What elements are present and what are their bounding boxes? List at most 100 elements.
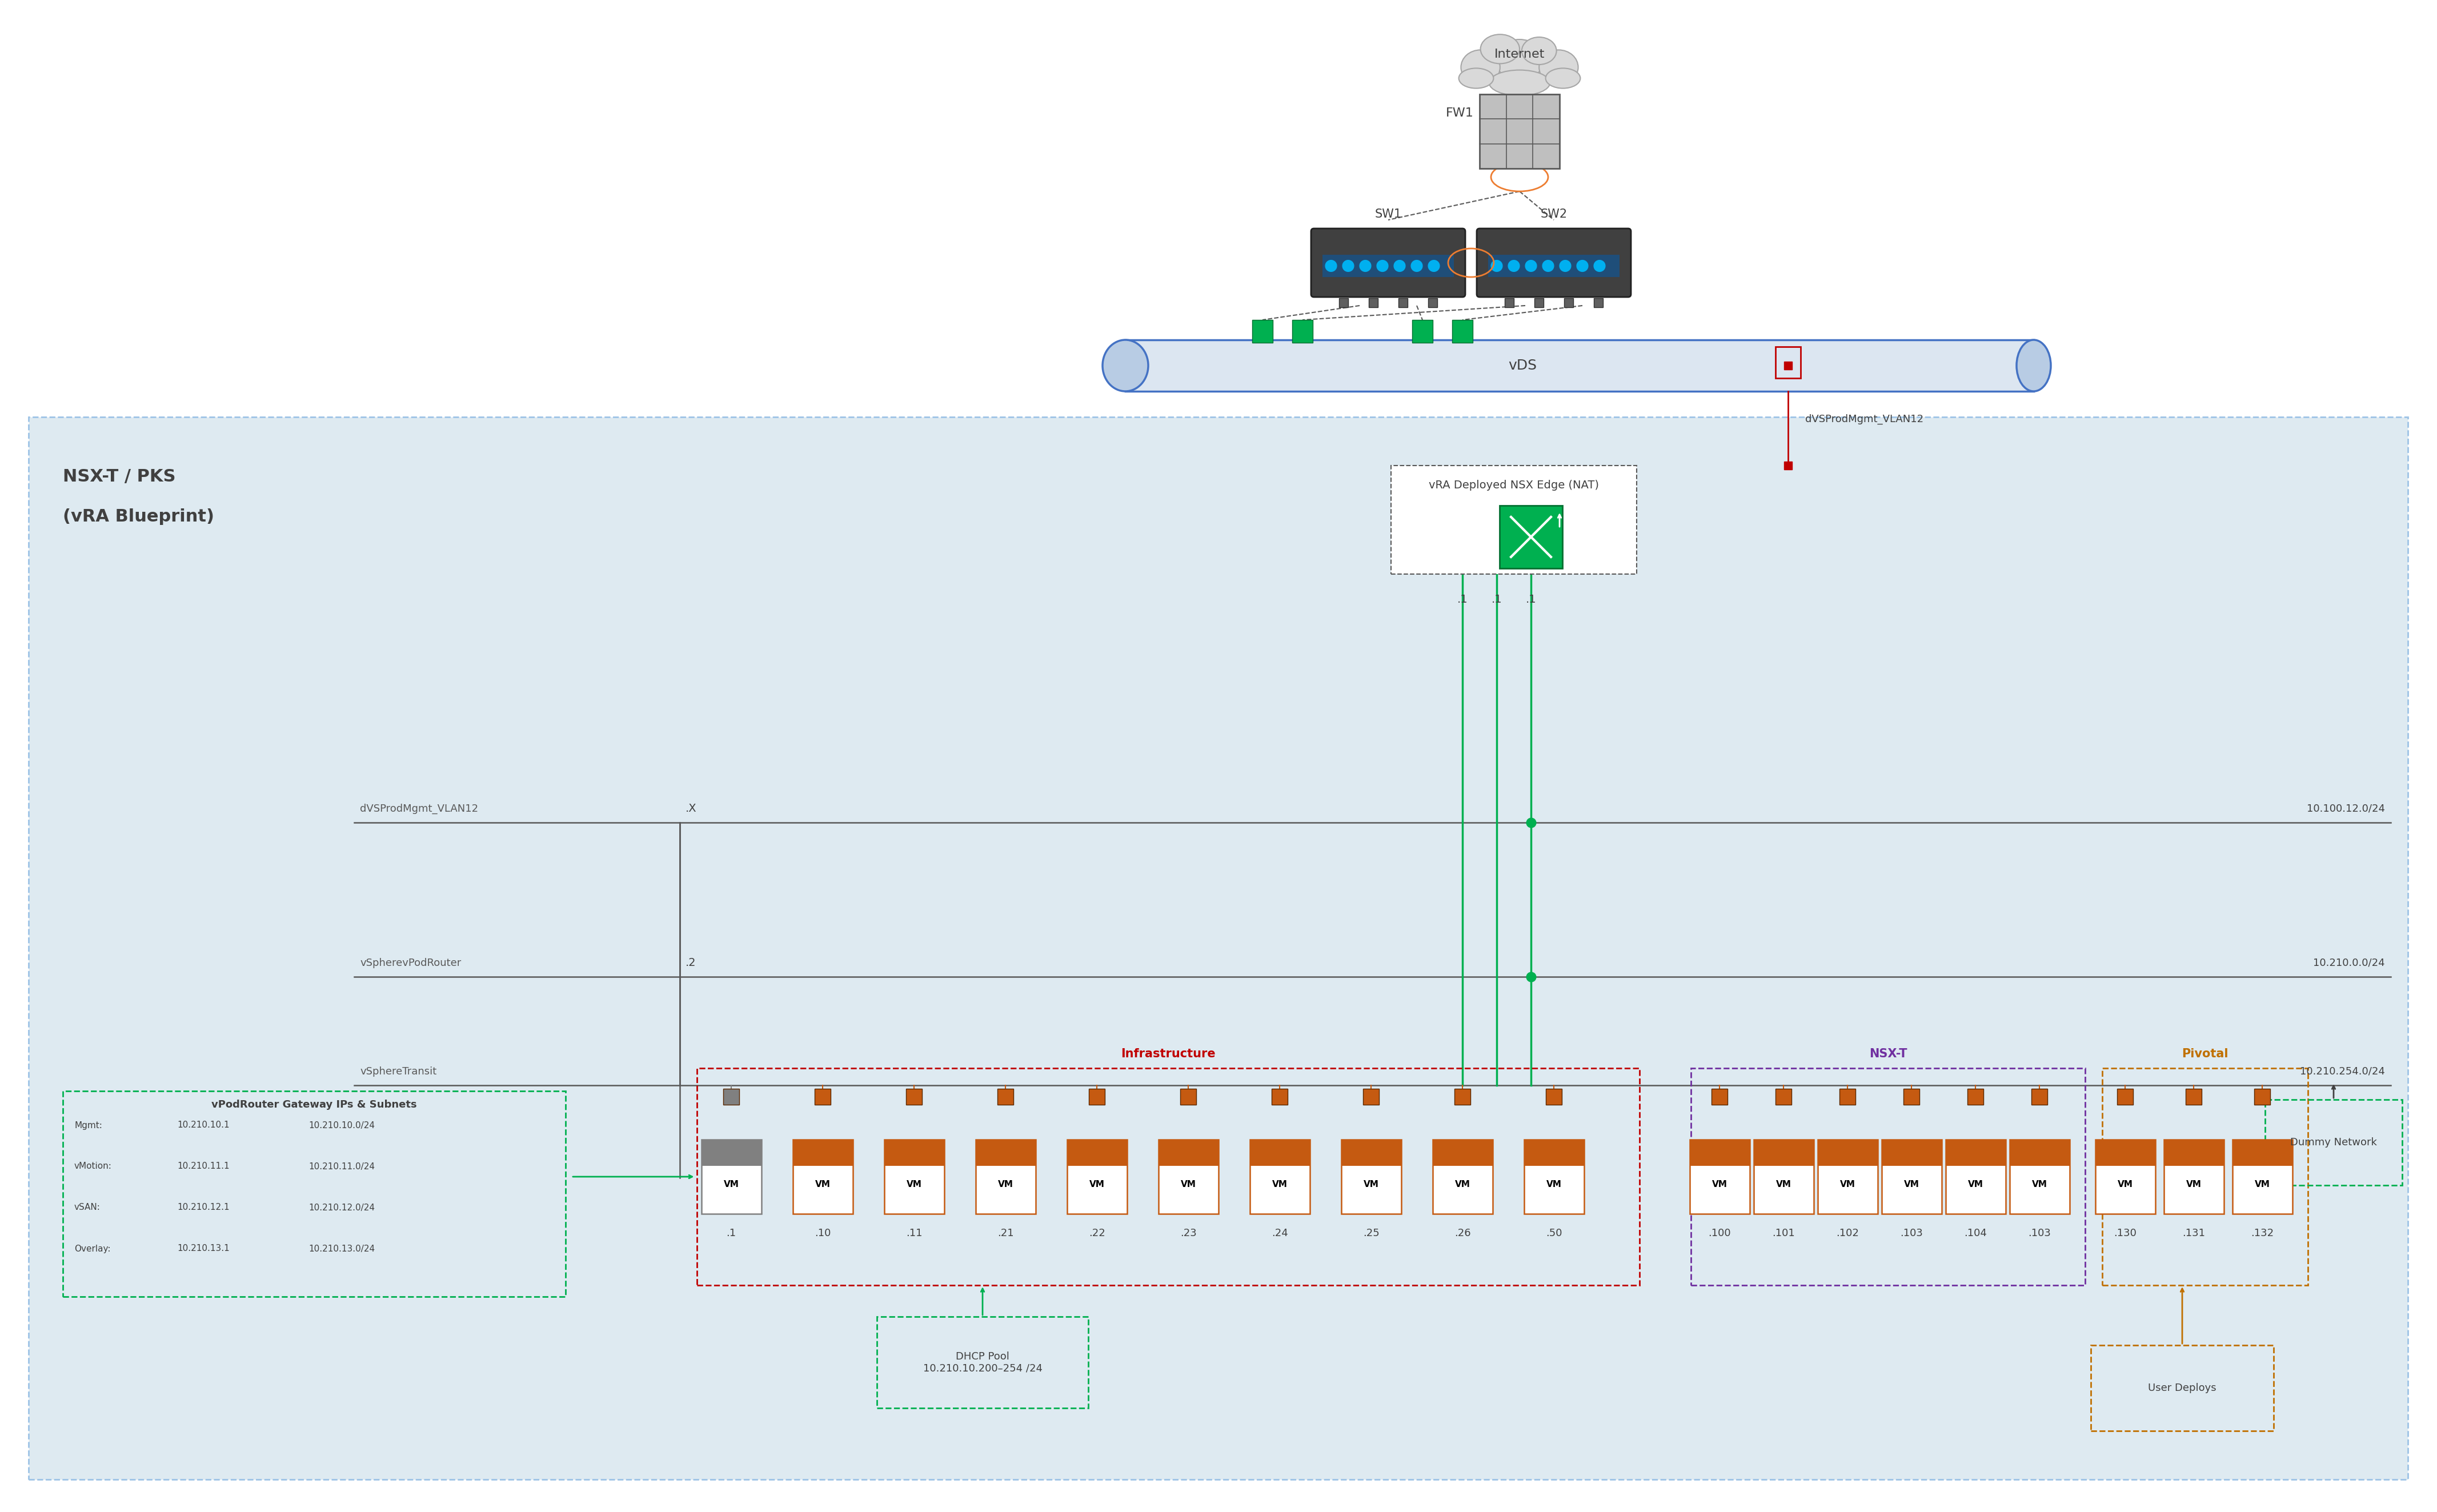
Ellipse shape (1545, 68, 1579, 88)
Circle shape (1509, 260, 1521, 272)
Circle shape (1343, 260, 1355, 272)
Text: VM: VM (814, 1179, 831, 1188)
Text: (vRA Blueprint): (vRA Blueprint) (63, 508, 214, 525)
FancyBboxPatch shape (2011, 1140, 2069, 1166)
FancyBboxPatch shape (1433, 1140, 1491, 1214)
Text: 10.210.12.0/24: 10.210.12.0/24 (309, 1204, 375, 1211)
Text: vMotion:: vMotion: (73, 1163, 112, 1170)
Text: SW1: SW1 (1374, 209, 1401, 219)
Text: .26: .26 (1455, 1228, 1470, 1238)
Text: .101: .101 (1772, 1228, 1794, 1238)
Text: Internet: Internet (1494, 48, 1545, 60)
Ellipse shape (1482, 35, 1521, 64)
Text: NSX-T: NSX-T (1869, 1048, 1908, 1060)
Text: .1: .1 (1457, 594, 1467, 605)
Text: 10.100.12.0/24: 10.100.12.0/24 (2308, 804, 2386, 813)
FancyBboxPatch shape (1479, 94, 1560, 168)
Text: .2: .2 (685, 957, 697, 968)
Ellipse shape (1102, 340, 1148, 392)
FancyBboxPatch shape (1362, 1089, 1379, 1105)
FancyBboxPatch shape (975, 1140, 1036, 1166)
FancyBboxPatch shape (975, 1140, 1036, 1214)
Text: 10.210.13.0/24: 10.210.13.0/24 (309, 1244, 375, 1253)
FancyBboxPatch shape (1755, 1140, 1813, 1166)
FancyBboxPatch shape (1903, 1089, 1920, 1105)
FancyBboxPatch shape (1392, 466, 1638, 575)
Circle shape (1326, 260, 1335, 272)
Ellipse shape (1496, 39, 1543, 80)
Circle shape (1411, 260, 1423, 272)
FancyBboxPatch shape (1126, 340, 2035, 392)
FancyBboxPatch shape (1945, 1140, 2006, 1214)
FancyBboxPatch shape (1777, 346, 1801, 378)
FancyBboxPatch shape (1967, 1089, 1984, 1105)
Text: vSphereTransit: vSphereTransit (361, 1066, 436, 1077)
FancyBboxPatch shape (1323, 254, 1455, 277)
FancyBboxPatch shape (724, 1089, 738, 1105)
Text: .X: .X (685, 803, 697, 813)
Text: SW2: SW2 (1540, 209, 1567, 219)
Text: Dummy Network: Dummy Network (2291, 1137, 2376, 1148)
FancyBboxPatch shape (2232, 1140, 2293, 1166)
FancyBboxPatch shape (885, 1140, 943, 1166)
Text: 10.210.13.1: 10.210.13.1 (178, 1244, 229, 1253)
FancyBboxPatch shape (1523, 1140, 1584, 1166)
FancyBboxPatch shape (1340, 1140, 1401, 1166)
Text: 10.210.0.0/24: 10.210.0.0/24 (2313, 959, 2386, 968)
FancyBboxPatch shape (2096, 1140, 2154, 1214)
Circle shape (1360, 260, 1372, 272)
FancyBboxPatch shape (2164, 1140, 2223, 1166)
Text: .22: .22 (1089, 1228, 1104, 1238)
FancyBboxPatch shape (1545, 1089, 1562, 1105)
Text: FW1: FW1 (1445, 107, 1474, 118)
Ellipse shape (1521, 38, 1557, 65)
Ellipse shape (1460, 68, 1494, 88)
Text: Pivotal: Pivotal (2181, 1048, 2227, 1060)
FancyBboxPatch shape (1158, 1140, 1218, 1214)
FancyBboxPatch shape (1272, 1089, 1287, 1105)
FancyBboxPatch shape (1818, 1140, 1876, 1166)
Text: VM: VM (1089, 1179, 1104, 1188)
FancyBboxPatch shape (1489, 254, 1621, 277)
FancyBboxPatch shape (907, 1089, 921, 1105)
Text: .103: .103 (2028, 1228, 2052, 1238)
FancyBboxPatch shape (1370, 298, 1377, 307)
Text: VM: VM (1840, 1179, 1855, 1188)
FancyBboxPatch shape (1818, 1140, 1876, 1214)
Text: .50: .50 (1545, 1228, 1562, 1238)
Text: .10: .10 (814, 1228, 831, 1238)
FancyBboxPatch shape (29, 417, 2408, 1479)
Text: VM: VM (1777, 1179, 1791, 1188)
Text: .131: .131 (2181, 1228, 2205, 1238)
FancyBboxPatch shape (1452, 321, 1472, 343)
Text: VM: VM (1362, 1179, 1379, 1188)
Text: 10.210.10.0/24: 10.210.10.0/24 (309, 1120, 375, 1129)
FancyBboxPatch shape (702, 1140, 760, 1166)
FancyBboxPatch shape (1399, 298, 1409, 307)
FancyBboxPatch shape (1477, 228, 1630, 296)
FancyBboxPatch shape (2096, 1140, 2154, 1166)
Circle shape (1594, 260, 1606, 272)
Text: VM: VM (2118, 1179, 2132, 1188)
Text: vRA Deployed NSX Edge (NAT): vRA Deployed NSX Edge (NAT) (1428, 479, 1599, 491)
Circle shape (1577, 260, 1589, 272)
FancyBboxPatch shape (2011, 1140, 2069, 1214)
Text: DHCP Pool
10.210.10.200–254 /24: DHCP Pool 10.210.10.200–254 /24 (924, 1352, 1043, 1373)
FancyBboxPatch shape (792, 1140, 853, 1214)
FancyBboxPatch shape (1311, 228, 1465, 296)
FancyBboxPatch shape (1711, 1089, 1728, 1105)
FancyBboxPatch shape (1250, 1140, 1309, 1214)
Text: vSAN:: vSAN: (73, 1204, 100, 1211)
Text: Overlay:: Overlay: (73, 1244, 110, 1253)
FancyBboxPatch shape (2164, 1140, 2223, 1214)
FancyBboxPatch shape (1499, 505, 1562, 569)
Text: 10.210.10.1: 10.210.10.1 (178, 1120, 229, 1129)
Text: VM: VM (1903, 1179, 1918, 1188)
FancyBboxPatch shape (1689, 1140, 1750, 1166)
FancyBboxPatch shape (1523, 1140, 1584, 1214)
FancyBboxPatch shape (1565, 298, 1574, 307)
Text: VM: VM (1545, 1179, 1562, 1188)
FancyBboxPatch shape (1292, 321, 1314, 343)
Circle shape (1377, 260, 1389, 272)
Ellipse shape (1540, 50, 1579, 85)
